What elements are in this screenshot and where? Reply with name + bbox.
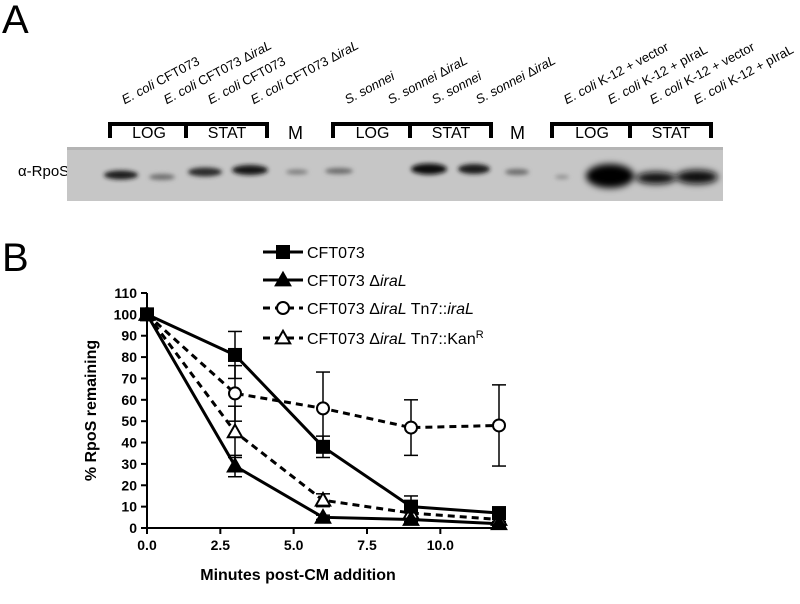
group-label-log: LOG	[132, 125, 166, 142]
data-point-series-4	[226, 422, 244, 439]
data-point-series-3	[316, 401, 330, 416]
band-marker	[286, 169, 308, 175]
y-tick-label: 40	[121, 435, 137, 451]
y-tick-label: 10	[121, 499, 137, 515]
band-lane-9	[555, 175, 569, 179]
y-tick-label: 60	[121, 392, 137, 408]
group-brackets	[108, 122, 713, 138]
y-tick-label: 100	[114, 306, 138, 322]
data-point-series-3	[492, 418, 506, 433]
group-label-stat: STAT	[207, 125, 247, 142]
band-lane-7	[411, 163, 447, 175]
band-lane-1	[104, 170, 138, 180]
band-lane-12	[676, 170, 718, 184]
x-tick-label: 7.5	[357, 537, 377, 553]
data-point-series-4	[314, 491, 332, 507]
data-point-series-1	[404, 499, 418, 514]
x-tick-label: 10.0	[427, 537, 454, 553]
legend-marker-3	[276, 301, 290, 315]
band-lane-2	[149, 174, 175, 180]
y-tick-label: 110	[114, 285, 137, 301]
legend-marker-4	[274, 328, 292, 345]
y-tick-label: 50	[121, 413, 137, 429]
x-tick-label: 0.0	[137, 537, 157, 553]
y-tick-label: 30	[121, 456, 137, 472]
data-point-series-3	[228, 386, 242, 401]
data-point-series-2	[490, 514, 508, 531]
band-lane-8	[458, 164, 490, 174]
data-point-series-2	[402, 510, 420, 526]
group-label-log: LOG	[575, 125, 609, 142]
marker-lane-label: M	[510, 123, 525, 143]
x-axis-label: Minutes post-CM addition	[200, 567, 396, 584]
panel-a-letter: A	[2, 0, 29, 42]
data-point-series-2	[314, 508, 332, 524]
data-point-series-1	[316, 439, 330, 454]
x-tick-label: 2.5	[211, 537, 231, 553]
data-point-series-3	[404, 420, 418, 435]
band-lane-4	[232, 165, 268, 175]
data-point-series-1	[228, 347, 242, 362]
data-point-series-1	[140, 307, 154, 322]
legend-marker-1	[276, 245, 290, 259]
rpos-degradation-chart: 0 10 20 30 40 50 60 70 80 90 100 110 0.0 2.5 5.0 7.5 10.…	[83, 245, 508, 584]
y-tick-label: 80	[121, 349, 137, 365]
group-label-stat: STAT	[431, 125, 471, 142]
legend-marker-2	[274, 270, 292, 287]
y-tick-label: 0	[129, 520, 137, 536]
panel-b-letter: B	[2, 236, 29, 280]
y-tick-label: 20	[121, 477, 137, 493]
group-label-stat: STAT	[651, 125, 691, 142]
western-blot-bands	[67, 147, 723, 201]
y-tick-label: 70	[121, 370, 137, 386]
data-point-series-1	[492, 506, 506, 521]
band-marker	[505, 169, 529, 175]
data-point-series-2	[226, 456, 244, 473]
marker-lane-label: M	[288, 123, 303, 143]
y-axis-label: % RpoS remaining	[83, 340, 100, 481]
legend-label-4: CFT073 ΔiraL Tn7::KanR	[307, 329, 484, 348]
band-lane-5	[325, 168, 353, 174]
band-lane-11	[636, 172, 676, 184]
legend-label-1: CFT073	[307, 245, 365, 262]
band-lane-10	[586, 164, 634, 188]
legend-label-3: CFT073 ΔiraL Tn7::iraL	[307, 301, 474, 318]
antibody-label: α-RpoS	[18, 163, 70, 180]
group-label-log: LOG	[355, 125, 390, 142]
legend-label-2: CFT073 ΔiraL	[307, 273, 407, 290]
western-blot	[67, 147, 723, 201]
band-lane-3	[188, 167, 222, 177]
x-tick-label: 5.0	[284, 537, 304, 553]
y-tick-label: 90	[121, 328, 137, 344]
